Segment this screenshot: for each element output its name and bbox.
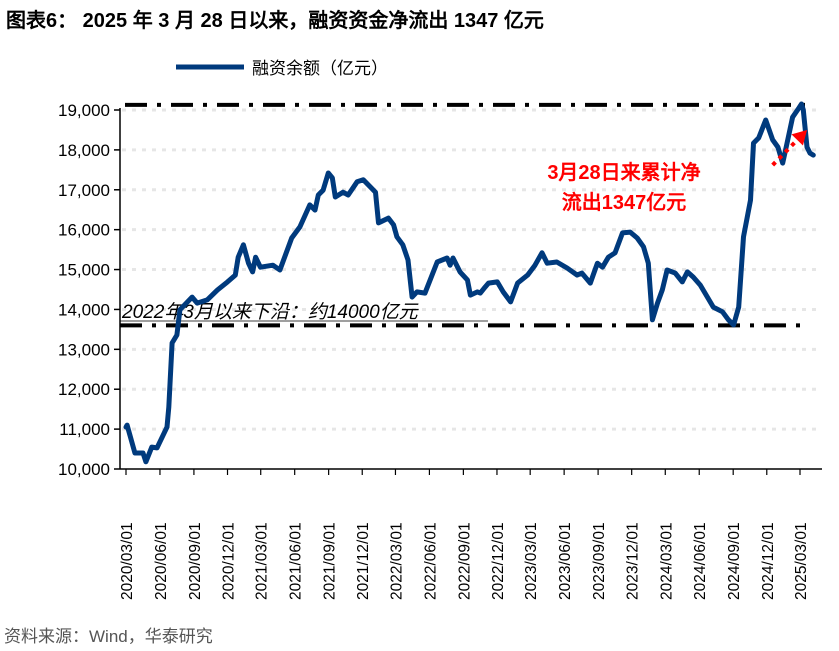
x-axis-ticks: 2020/03/01 2020/06/01 2020/09/01 2020/12/01… [119, 469, 810, 600]
trend-arrow [771, 129, 808, 167]
legend-label: 融资余额（亿元） [252, 59, 388, 78]
x-tick-label: 2025/03/01 [793, 522, 810, 600]
gridlines [122, 108, 822, 431]
series-line-margin-balance [123, 101, 816, 465]
x-tick-label: 2023/12/01 [625, 522, 642, 600]
x-tick-label: 2021/06/01 [288, 522, 305, 600]
y-tick-label: 11,000 [59, 420, 110, 439]
arrow-head [791, 129, 808, 146]
y-tick-label: 17,000 [58, 181, 110, 200]
chart-title: 图表6： 2025 年 3 月 28 日以来，融资资金净流出 1347 亿元 [6, 8, 544, 32]
x-tick-label: 2021/03/01 [254, 522, 271, 600]
x-tick-label: 2023/09/01 [591, 522, 608, 600]
arrow-shaft [771, 138, 799, 167]
y-tick-label: 12,000 [58, 380, 110, 399]
source-note: 资料来源：Wind，华泰研究 [4, 627, 213, 646]
lower-bound-label: 2022年3月以来下沿：约14000亿元 [121, 301, 420, 323]
x-tick-label: 2020/03/01 [119, 522, 136, 600]
y-tick-label: 10,000 [58, 460, 110, 479]
x-tick-label: 2022/03/01 [388, 522, 405, 600]
y-tick-label: 18,000 [58, 141, 110, 160]
x-tick-label: 2024/03/01 [658, 522, 675, 600]
x-tick-label: 2023/06/01 [557, 522, 574, 600]
legend: 融资余额（亿元） [176, 59, 388, 78]
x-tick-label: 2023/03/01 [523, 522, 540, 600]
x-tick-label: 2021/12/01 [355, 522, 372, 600]
y-tick-label: 14,000 [58, 300, 110, 319]
y-tick-label: 16,000 [58, 221, 110, 240]
x-tick-label: 2022/12/01 [490, 522, 507, 600]
x-tick-label: 2022/09/01 [456, 522, 473, 600]
annotation-line-1: 3月28日来累计净 [547, 160, 700, 184]
x-tick-label: 2022/06/01 [422, 522, 439, 600]
x-tick-label: 2024/09/01 [726, 522, 743, 600]
x-tick-label: 2020/12/01 [221, 522, 238, 600]
x-tick-label: 2024/12/01 [760, 522, 777, 600]
x-tick-label: 2024/06/01 [692, 522, 709, 600]
reference-lines [120, 102, 810, 328]
y-tick-label: 19,000 [58, 101, 110, 120]
annotation-line-2: 流出1347亿元 [562, 190, 687, 214]
y-axis-ticks: 10,000 11,000 12,000 13,000 14,000 15,000 16,0… [58, 101, 120, 479]
x-tick-label: 2020/06/01 [153, 522, 170, 600]
y-tick-label: 15,000 [58, 261, 110, 280]
x-tick-label: 2020/09/01 [187, 522, 204, 600]
x-tick-label: 2021/09/01 [322, 522, 339, 600]
y-tick-label: 13,000 [58, 340, 110, 359]
